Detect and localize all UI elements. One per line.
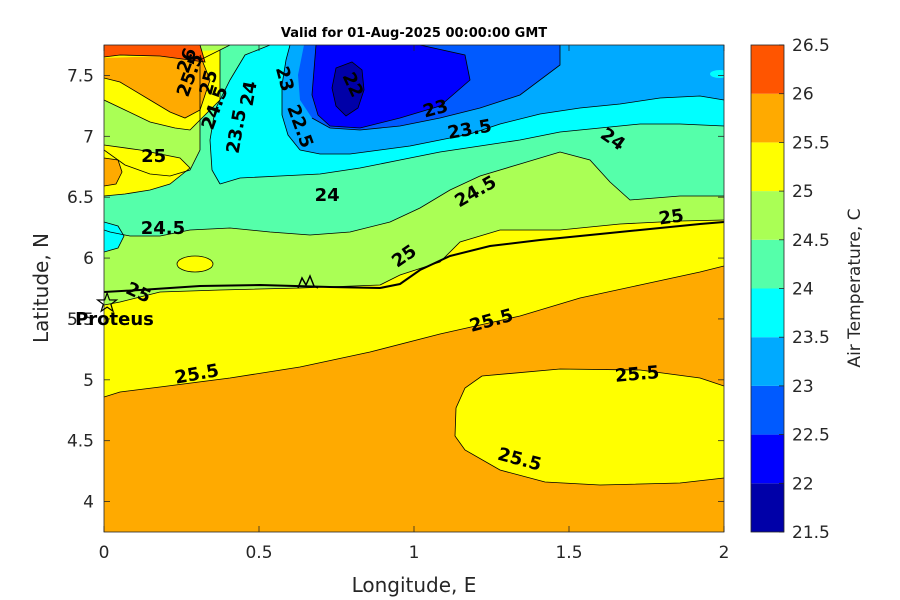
contour-24-west bbox=[104, 45, 231, 177]
band-25-blob bbox=[177, 256, 213, 272]
band-25.5-pocket bbox=[104, 158, 122, 186]
colorbar-segment bbox=[751, 45, 784, 94]
colorbar-tick-label: 23 bbox=[792, 377, 814, 397]
band-25-south bbox=[455, 369, 724, 485]
y-tick-label: 5 bbox=[83, 371, 94, 391]
y-tick-label: 4 bbox=[83, 493, 94, 513]
track-line bbox=[104, 221, 724, 293]
y-axis: 4 4.5 5 5.5 6 6.5 7 7.5 bbox=[67, 66, 724, 513]
colorbar-segment bbox=[751, 483, 784, 532]
colorbar-tick-label: 24 bbox=[792, 280, 814, 300]
track-wiggle bbox=[297, 274, 319, 289]
contour-label: 25.5 bbox=[614, 362, 660, 387]
contour-label: 25 bbox=[657, 205, 685, 229]
contour-23.5 bbox=[299, 95, 724, 155]
contour-23 bbox=[311, 45, 561, 131]
contour-25-west bbox=[104, 50, 221, 131]
contour-24 bbox=[219, 123, 724, 185]
y-tick-label: 7 bbox=[83, 127, 94, 147]
colorbar-tick-label: 26 bbox=[792, 85, 814, 105]
contour-label: 24.5 bbox=[141, 218, 185, 239]
contour-24.5 bbox=[104, 151, 724, 237]
station-label: Proteus bbox=[75, 309, 154, 330]
colorbar-tick-label: 25.5 bbox=[792, 133, 830, 153]
colorbar-segment bbox=[751, 239, 784, 289]
x-tick-label: 1 bbox=[409, 543, 420, 563]
colorbar-segment bbox=[751, 93, 784, 143]
band-23.5-west bbox=[104, 222, 124, 252]
x-tick-label: 0.5 bbox=[245, 543, 272, 563]
band-25-pocket bbox=[104, 145, 190, 196]
contour-lines bbox=[104, 45, 724, 486]
contour-23-west bbox=[104, 221, 125, 253]
band-23.5-east bbox=[710, 70, 724, 78]
colorbar-tick-label: 22 bbox=[792, 474, 814, 494]
contour-label: 24 bbox=[237, 79, 262, 107]
x-tick-label: 0 bbox=[99, 543, 110, 563]
colorbar-tick-label: 21.5 bbox=[792, 523, 830, 543]
colorbar-tick-label: 26.5 bbox=[792, 36, 830, 56]
contour-25.5-west bbox=[104, 54, 211, 119]
x-tick-label: 2 bbox=[719, 543, 730, 563]
band-21.5 bbox=[332, 62, 364, 116]
colorbar-segment bbox=[751, 191, 784, 240]
x-tick-label: 1.5 bbox=[555, 543, 582, 563]
band-26 bbox=[104, 45, 205, 62]
y-tick-label: 6 bbox=[83, 249, 94, 269]
contour-25.5-north bbox=[104, 265, 724, 398]
plot-area: 2222.5232323.523.524242424.524.524.52525… bbox=[104, 45, 724, 532]
contour-26 bbox=[104, 45, 206, 63]
y-tick-label: 5.5 bbox=[67, 310, 94, 330]
colorbar-segment bbox=[751, 337, 784, 386]
station-star-icon bbox=[95, 291, 119, 313]
contour-25.5-pocket bbox=[104, 157, 123, 187]
contour-label: 25 bbox=[141, 146, 166, 167]
colorbar-tick-label: 23.5 bbox=[792, 328, 830, 348]
x-axis-label: Longitude, E bbox=[352, 573, 477, 597]
contour-25-pocket bbox=[104, 144, 191, 197]
colorbar-tick-label: 25 bbox=[792, 182, 814, 202]
contour-22.5 bbox=[311, 45, 471, 129]
contour-25 bbox=[104, 219, 724, 306]
y-tick-label: 7.5 bbox=[67, 66, 94, 86]
colorbar-tick-label: 22.5 bbox=[792, 426, 830, 446]
station-marker: Proteus bbox=[75, 291, 154, 330]
y-axis-label: Latitude, N bbox=[29, 233, 53, 343]
colorbar-label: Air Temperature, C bbox=[845, 208, 865, 367]
contour-22 bbox=[331, 61, 365, 117]
contour-25.5-south bbox=[454, 368, 724, 486]
colorbar: 21.5 22 22.5 23 23.5 24 24.5 25 25.5 26 26.5 bbox=[750, 36, 830, 543]
y-tick-label: 4.5 bbox=[67, 432, 94, 452]
colorbar-segment bbox=[751, 385, 784, 435]
chart-title: Valid for 01-Aug-2025 00:00:00 GMT bbox=[281, 26, 547, 41]
x-axis: 0 0.5 1 1.5 2 bbox=[99, 45, 730, 563]
contour-24.5-west bbox=[209, 45, 271, 185]
colorbar-segment bbox=[751, 288, 784, 338]
colorbar-segment bbox=[751, 434, 784, 484]
contour-25-blob bbox=[176, 255, 214, 273]
colorbar-tick-label: 24.5 bbox=[792, 231, 830, 251]
contour-label: 24 bbox=[315, 185, 340, 206]
band-25.5-west bbox=[104, 55, 210, 118]
colorbar-segment bbox=[751, 142, 784, 192]
contour-23.5-west bbox=[281, 45, 301, 151]
y-tick-label: 6.5 bbox=[67, 188, 94, 208]
